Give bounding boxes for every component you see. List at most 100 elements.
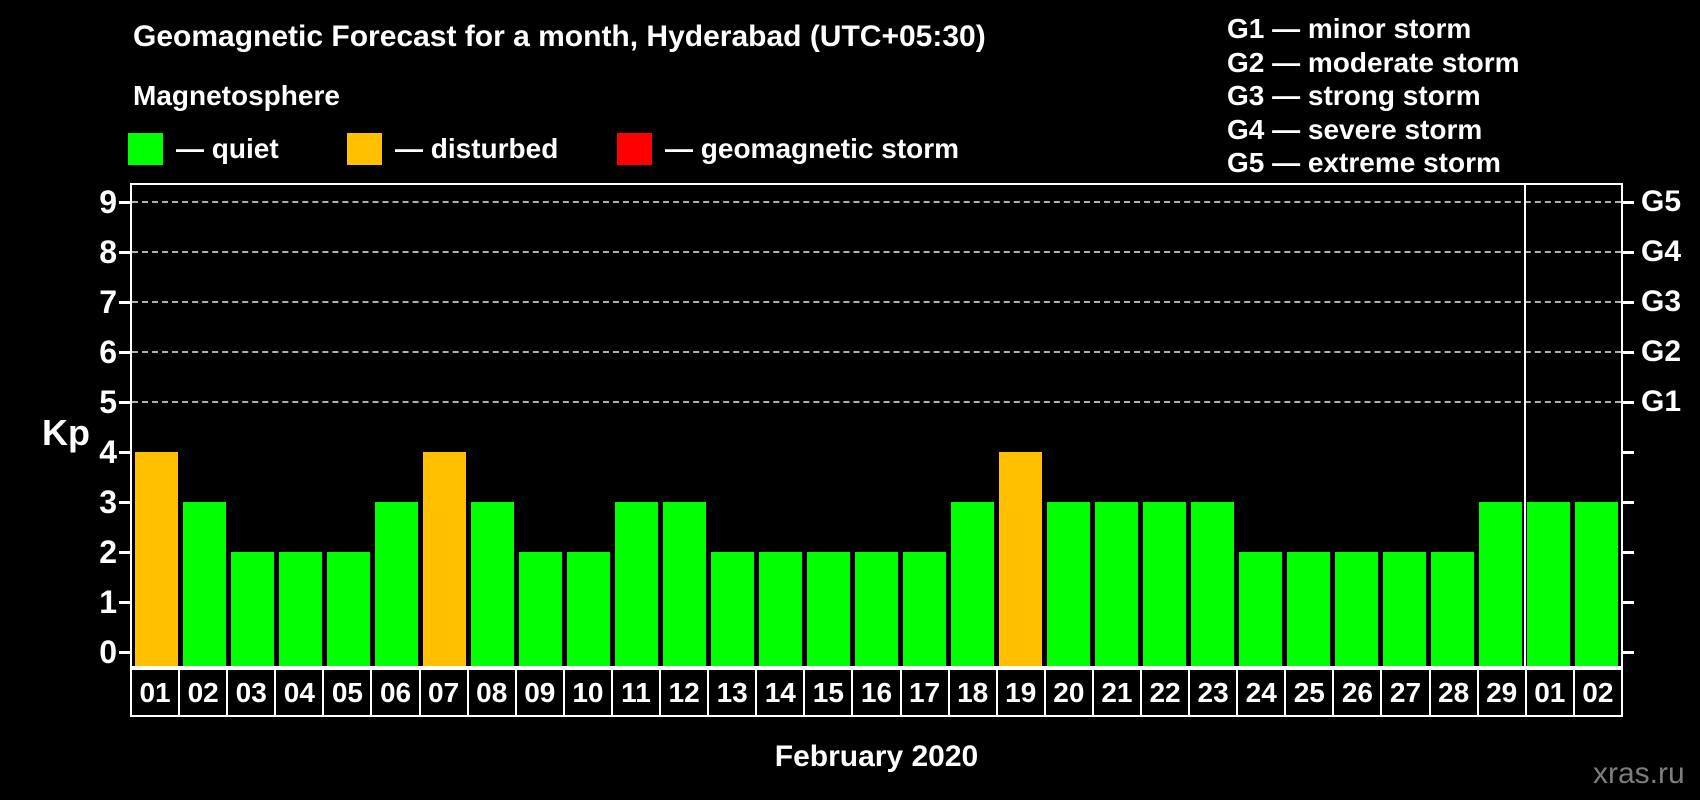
kp-bar: [182, 502, 226, 666]
kp-bar: [662, 502, 706, 666]
kp-bar: [470, 502, 514, 666]
legend-label-disturbed: — disturbed: [395, 133, 559, 164]
y-tick-label: 9: [99, 184, 117, 220]
kp-bar: [1527, 502, 1571, 666]
watermark-xras: xras.ru: [1593, 757, 1685, 790]
gridline: [132, 251, 1621, 253]
kp-bar: [1383, 552, 1427, 666]
day-label-cell: 23: [1188, 668, 1239, 717]
kp-bar: [1335, 552, 1379, 666]
y-axis-title-kp: Kp: [42, 412, 90, 453]
y-tick-right: [1621, 401, 1634, 404]
color-legend: — quiet — disturbed — geomagnetic storm: [0, 133, 1100, 165]
day-label-cell: 18: [947, 668, 998, 717]
g-legend-row: G1 — minor storm: [1227, 13, 1472, 44]
x-axis-day-labels: 01 02 03 04 05 06 07 08 09 10 11 12 13 14 15 16 17 18 19 20…: [130, 668, 1623, 717]
kp-bar: [903, 552, 947, 666]
y-tick-right: [1621, 251, 1634, 254]
y-tick-label: 5: [99, 384, 117, 420]
day-label-cell: 14: [755, 668, 806, 717]
y-tick-right: [1621, 601, 1634, 604]
day-label-cell: 02: [178, 668, 229, 717]
y-tick-right: [1621, 351, 1634, 354]
kp-bar: [566, 552, 610, 666]
g-legend-row: G5 — extreme storm: [1227, 147, 1501, 178]
day-label-cell: 01: [130, 668, 181, 717]
g-axis-label: G3: [1641, 285, 1682, 318]
day-label-cell: 17: [899, 668, 950, 717]
day-label-cell: 26: [1332, 668, 1383, 717]
kp-bar: [230, 552, 274, 666]
g-scale-legend: G1 — minor storm G2 — moderate storm G3 — …: [1227, 12, 1520, 180]
y-tick-right: [1621, 651, 1634, 654]
subtitle-magnetosphere: Magnetosphere: [133, 80, 340, 111]
plot-area: 0 1 2 3 4 5 6 7 8 9 G1 G2 G3 G4 G5: [99, 183, 1681, 668]
y-tick-right: [1621, 451, 1634, 454]
y-tick-left: [119, 351, 132, 354]
month-separator-line: [1523, 185, 1526, 666]
kp-bar: [1239, 552, 1283, 666]
y-tick-left: [119, 551, 132, 554]
legend-swatch-storm: [617, 133, 652, 165]
kp-bar: [422, 452, 466, 666]
y-tick-label: 4: [99, 434, 117, 470]
day-label-cell: 07: [418, 668, 469, 717]
day-label-cell: 15: [803, 668, 854, 717]
kp-bar: [518, 552, 562, 666]
kp-bar: [1143, 502, 1187, 666]
y-tick-left: [119, 401, 132, 404]
kp-bar: [710, 552, 754, 666]
x-axis-title-month: February 2020: [774, 740, 979, 773]
kp-bar: [326, 552, 370, 666]
g-axis-label: G5: [1641, 185, 1682, 218]
kp-bar: [1095, 502, 1139, 666]
g-legend-row: G4 — severe storm: [1227, 113, 1483, 145]
day-label-cell: 22: [1139, 668, 1191, 717]
day-label-cell: 21: [1091, 668, 1142, 717]
legend-item-quiet: — quiet: [128, 133, 279, 165]
y-tick-left: [119, 651, 132, 654]
day-label-cell: 13: [707, 668, 758, 717]
day-label-cell: 01: [1524, 668, 1575, 717]
gridline: [132, 201, 1621, 203]
gridline: [132, 301, 1621, 303]
y-tick-label: 6: [99, 334, 117, 370]
g-axis-label: G1: [1641, 385, 1682, 418]
day-label-cell: 08: [466, 668, 517, 717]
kp-bar: [999, 452, 1043, 666]
kp-bar: [1047, 502, 1091, 666]
day-label-cell: 25: [1284, 668, 1335, 717]
day-label-cell: 03: [226, 668, 277, 717]
g-axis-label: G2: [1641, 335, 1682, 368]
y-tick-left: [119, 601, 132, 604]
day-label-cell: 05: [322, 668, 373, 717]
kp-bar: [758, 552, 802, 666]
kp-bar: [1191, 502, 1235, 666]
y-tick-right: [1621, 201, 1634, 204]
kp-bar: [134, 452, 178, 666]
y-tick-label: 3: [99, 484, 117, 520]
kp-bar: [374, 502, 418, 666]
kp-bar: [855, 552, 898, 666]
day-label-cell: 12: [659, 668, 710, 717]
day-label-cell: 04: [274, 668, 325, 717]
g-axis-label: G4: [1641, 235, 1682, 268]
legend-label-quiet: — quiet: [176, 133, 279, 164]
y-tick-left: [119, 451, 132, 454]
y-tick-label: 2: [99, 534, 117, 570]
kp-bar: [951, 502, 995, 666]
g-legend-row: G2 — moderate storm: [1227, 46, 1520, 78]
kp-bar: [1287, 552, 1331, 666]
y-tick-left: [119, 251, 132, 254]
y-tick-left: [119, 301, 132, 304]
day-label-cell: 09: [514, 668, 565, 717]
kp-bar: [806, 552, 850, 666]
day-label-cell: 06: [370, 668, 421, 717]
legend-swatch-disturbed: [347, 133, 382, 165]
y-tick-label: 0: [99, 634, 117, 670]
y-tick-right: [1621, 301, 1634, 304]
day-label-cell: 16: [851, 668, 902, 717]
day-label-cell: 11: [610, 668, 662, 717]
gridline: [132, 401, 1621, 403]
